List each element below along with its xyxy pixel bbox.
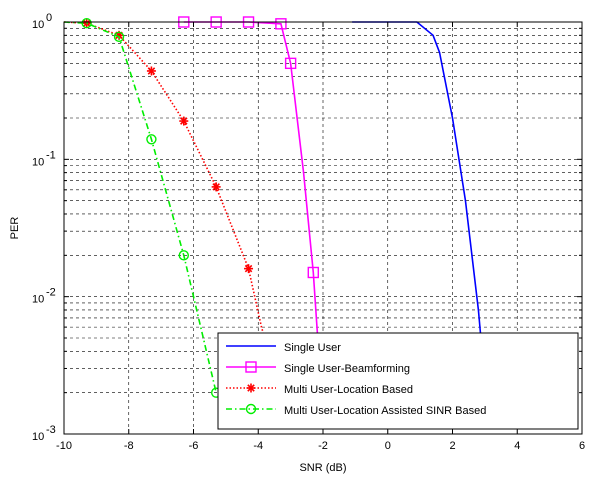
legend-marker <box>246 383 256 393</box>
x-tick-label: 4 <box>514 440 520 452</box>
data-point <box>146 66 156 76</box>
data-point-stroke <box>180 117 188 125</box>
x-tick-label: -6 <box>189 440 199 452</box>
legend-box <box>217 332 579 430</box>
legend-marker <box>245 403 257 415</box>
data-point <box>178 250 189 261</box>
legend-label: Single User <box>284 342 341 354</box>
y-tick-label: 10 <box>32 431 44 443</box>
y-tick-label: 10 <box>32 294 44 306</box>
series-0 <box>352 21 485 365</box>
series-line <box>63 21 217 393</box>
legend-label: Single User-Beamforming <box>284 363 410 375</box>
x-tick-label: 0 <box>385 440 391 452</box>
data-point <box>113 31 125 43</box>
y-tick-exponent: -2 <box>46 287 56 299</box>
data-point <box>211 182 221 192</box>
legend: Single User Single User-Beamforming Multi … <box>217 332 579 430</box>
data-point <box>81 18 92 29</box>
y-tick-exponent: 0 <box>46 12 52 24</box>
y-tick-label: 10 <box>32 19 44 31</box>
x-axis-label: SNR (dB) <box>299 462 346 474</box>
x-tick-label: -4 <box>253 440 263 452</box>
data-point <box>146 134 157 145</box>
data-point <box>284 57 297 70</box>
data-point <box>179 116 189 126</box>
x-tick-label: 2 <box>449 440 455 452</box>
data-point <box>244 264 254 274</box>
legend-label: Multi User-Location Based <box>284 384 413 396</box>
y-axis-label: PER <box>9 217 21 240</box>
data-point-stroke <box>212 183 220 191</box>
x-tick-label: 6 <box>579 440 585 452</box>
y-tick-label: 10 <box>32 156 44 168</box>
data-point-stroke <box>244 264 253 273</box>
data-point <box>307 266 319 279</box>
y-tick-exponent: -3 <box>46 424 56 436</box>
series-line <box>352 21 485 365</box>
legend-marker <box>245 361 257 373</box>
data-point <box>275 18 287 30</box>
legend-label: Multi User-Location Assisted SINR Based <box>284 405 486 417</box>
y-tick-exponent: -1 <box>46 149 56 161</box>
data-point-stroke <box>147 67 156 75</box>
series-layer <box>63 16 485 398</box>
legend-marker-stroke <box>247 384 255 392</box>
legend-entries: Single User Single User-Beamforming Multi … <box>226 342 486 417</box>
x-tick-label: -8 <box>124 440 134 452</box>
x-tick-label: -2 <box>318 440 328 452</box>
x-tick-label: -10 <box>56 440 72 452</box>
